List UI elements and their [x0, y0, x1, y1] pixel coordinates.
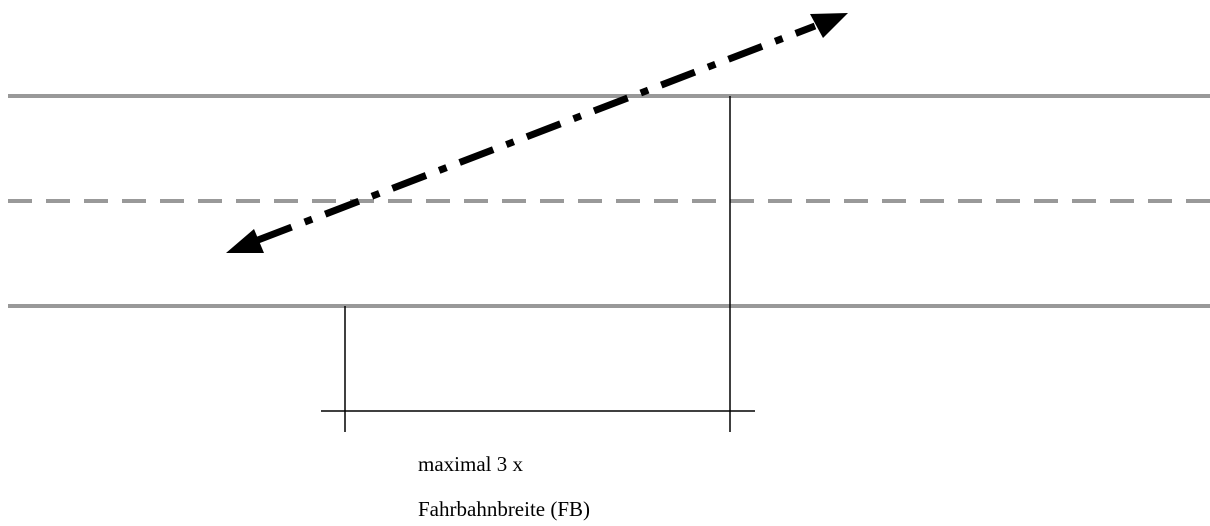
crossing-arrow-shaft — [256, 22, 817, 244]
crossing-arrow-head-bottom — [226, 229, 264, 253]
crossing-arrow-head-top — [810, 13, 848, 38]
dimension-label-line1: maximal 3 x — [418, 452, 523, 476]
dimension-label-line2: Fahrbahnbreite (FB) — [418, 497, 591, 521]
crossing-arrow — [226, 13, 848, 253]
